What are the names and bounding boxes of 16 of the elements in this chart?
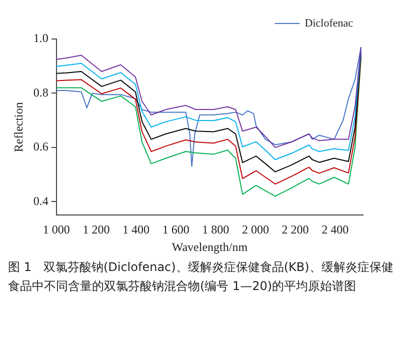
x-axis-title: Wavelength/nm: [172, 240, 248, 254]
y-tick-label: 0.4: [33, 194, 48, 208]
y-axis-title: Reflection: [11, 102, 26, 152]
x-tick-label: 1 000: [42, 222, 70, 237]
x-tick-label: 1 400: [122, 222, 150, 237]
x-tick-label: 1 600: [162, 222, 190, 237]
x-tick-label: 1 200: [82, 222, 110, 237]
legend-label: Diclofenac: [304, 17, 354, 30]
caption: 图 1 双氯芬酸钠(Diclofenac)、缓解炎症保健食品(KB)、缓解炎症保健食品中不同含量的双氯芬酸钠混合物(编号 1—20)的平均原始谱图: [8, 259, 394, 295]
y-tick-label: 0.6: [33, 140, 48, 154]
x-tick-label: 2 000: [242, 222, 269, 237]
y-tick-label: 0.8: [33, 85, 48, 100]
x-tick-label: 1 800: [202, 222, 230, 237]
y-tick-label: 1.0: [33, 31, 48, 46]
x-tick-label: 2 200: [282, 222, 309, 237]
x-tick-label: 2 400: [322, 222, 349, 237]
